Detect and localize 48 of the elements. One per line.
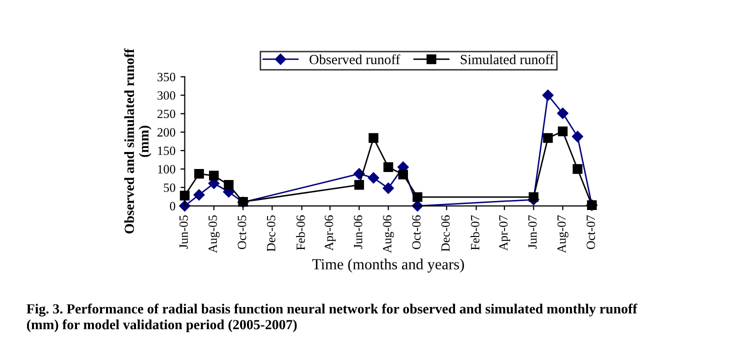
y-tick-label: 300 [158, 91, 176, 100]
y-tick-label: 200 [158, 128, 176, 137]
point [557, 108, 568, 119]
y-tick-label: 150 [158, 146, 176, 156]
point [528, 192, 538, 202]
point [194, 168, 204, 179]
legend-label: Observed runoff [310, 54, 400, 64]
point [572, 130, 584, 142]
x-tick-label: Feb-06 [296, 215, 305, 250]
y-tick-label: 250 [158, 110, 176, 118]
y-tick-label: 50 [164, 183, 176, 192]
x-tick-label: Jun-06 [354, 215, 362, 249]
y-tick-label: 350 [158, 72, 176, 82]
x-tick-label: Feb-07 [470, 215, 480, 250]
y-tick-label: 0 [170, 202, 176, 210]
y-tick-label: 100 [158, 165, 176, 174]
point [354, 180, 364, 190]
point [179, 200, 190, 212]
point [354, 168, 365, 180]
x-tick-label: Aug-07 [557, 215, 568, 254]
x-tick-label: Dec-05 [266, 215, 276, 252]
point [368, 133, 378, 143]
x-tick-label: Oct-05 [238, 215, 246, 250]
x-tick-label: Aug-06 [382, 215, 394, 254]
point [398, 170, 408, 180]
point [543, 133, 553, 143]
legend-label: Simulated runoff [460, 54, 554, 64]
point [412, 192, 422, 202]
point [368, 172, 380, 184]
x-tick-label: Apr-07 [499, 215, 510, 251]
x-tick-label: Aug-05 [208, 215, 220, 254]
x-tick-label: Apr-06 [324, 215, 336, 251]
point [572, 164, 582, 174]
point [542, 90, 554, 101]
x-tick-label: Oct-06 [412, 215, 421, 250]
x-tick-label: Jun-05 [179, 215, 188, 249]
x-tick-label: Dec-06 [441, 215, 450, 252]
y-axis-title: Observed and simulated runoff (mm) [124, 48, 152, 234]
x-tick-label: Oct-07 [586, 215, 596, 250]
x-tick-label: Jun-07 [528, 215, 537, 249]
point [224, 180, 234, 190]
point [209, 170, 219, 181]
point [383, 162, 394, 172]
x-axis-title: Time (months and years) [312, 258, 464, 273]
caption: Fig. 3. Performance of radial basis function neural network for observed and simulated monthly runoff (mm) for model validation period (2005-2007) [26, 304, 638, 332]
point [193, 189, 205, 200]
point [558, 126, 568, 136]
point [382, 182, 394, 194]
